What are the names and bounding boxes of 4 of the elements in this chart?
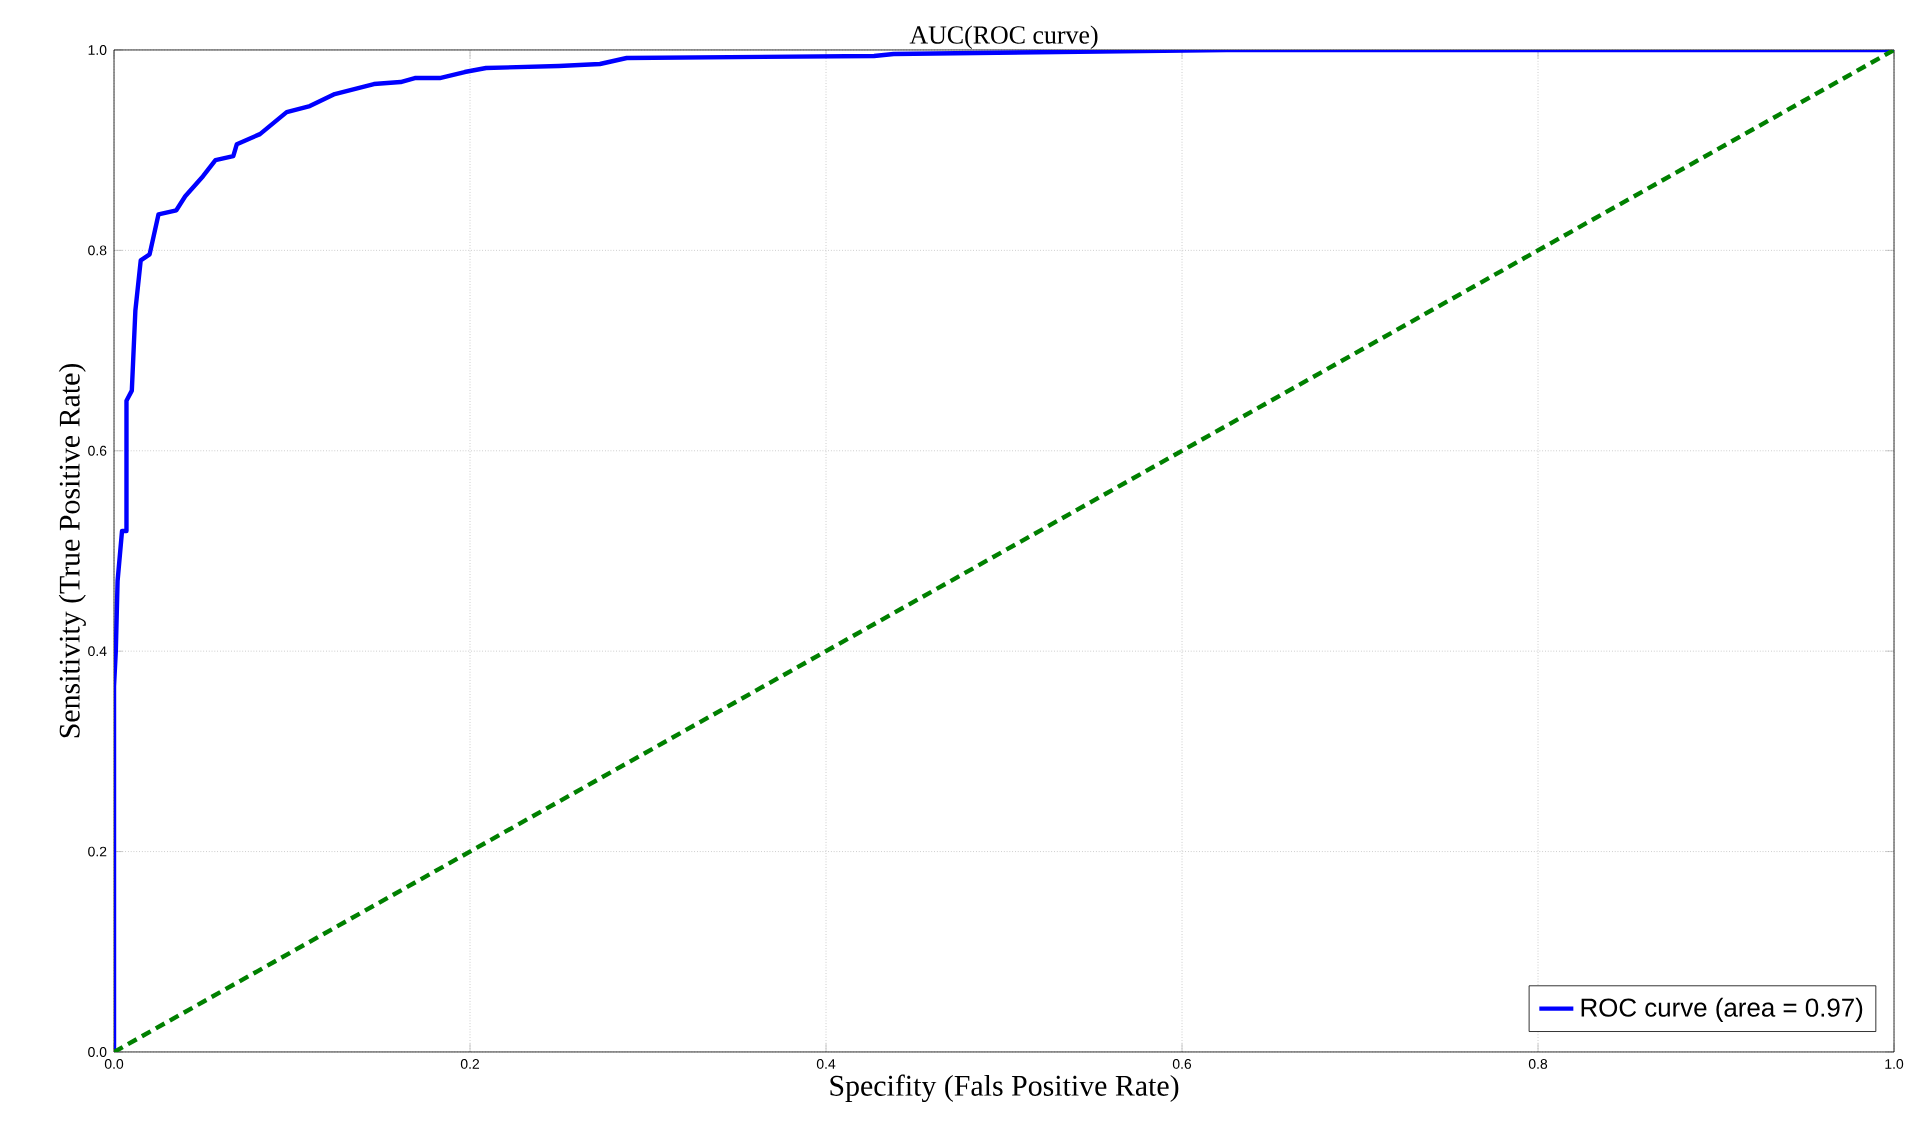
x-axis-title: Specifity (Fals Positive Rate) [830, 1074, 1179, 1103]
legend-label: ROC curve (area = 0.97) [1581, 997, 1863, 1022]
y-axis-title: Sensitivity (True Positive Rate) [58, 363, 86, 738]
chart-title: AUC(ROC curve) [909, 25, 1098, 49]
